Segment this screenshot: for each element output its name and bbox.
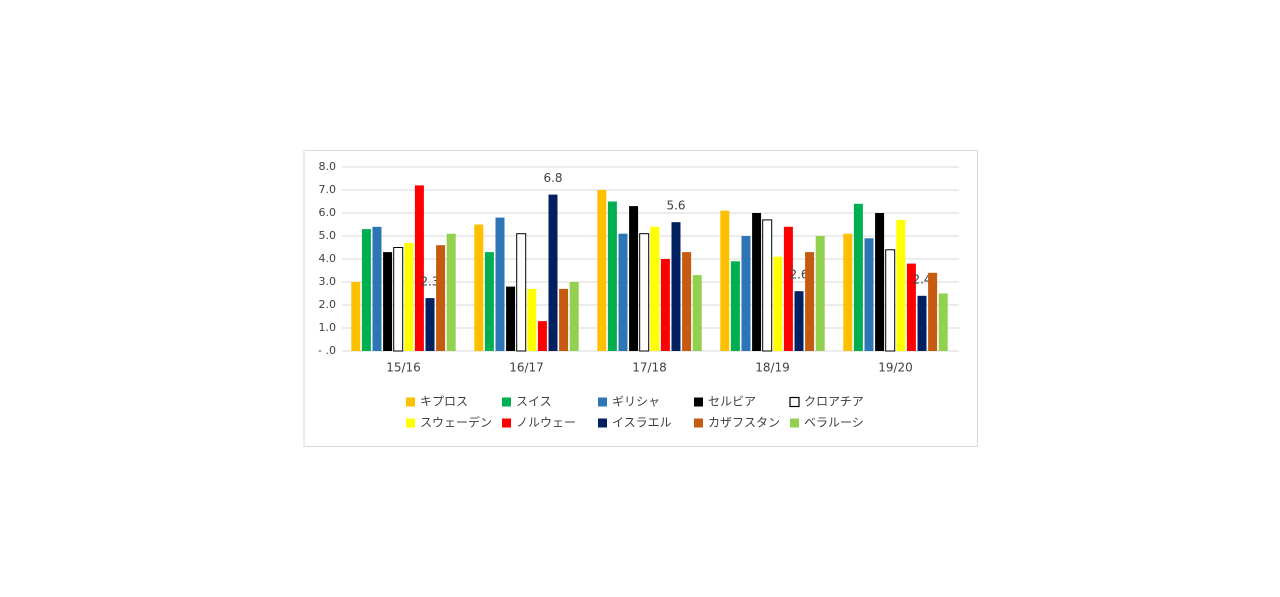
y-tick-label: 5.0 bbox=[319, 229, 337, 242]
legend-label: イスラエル bbox=[612, 416, 672, 430]
y-tick-label: 1.0 bbox=[319, 321, 337, 334]
bar bbox=[414, 185, 424, 351]
legend-swatch bbox=[406, 418, 415, 428]
bar bbox=[741, 236, 751, 351]
bar bbox=[372, 226, 382, 351]
data-label: 2.3 bbox=[420, 275, 439, 289]
bar bbox=[671, 222, 681, 351]
bar bbox=[404, 242, 414, 351]
bar bbox=[474, 224, 484, 351]
x-tick-label: 18/19 bbox=[755, 361, 790, 375]
bar bbox=[682, 252, 692, 351]
bar bbox=[843, 233, 853, 351]
bar bbox=[607, 201, 617, 351]
bar bbox=[527, 288, 537, 351]
bar bbox=[720, 210, 730, 351]
bar bbox=[730, 261, 740, 351]
legend-swatch bbox=[406, 397, 415, 407]
legend-label: ノルウェー bbox=[516, 416, 576, 430]
data-label: 2.6 bbox=[789, 268, 808, 282]
legend-label: ギリシャ bbox=[612, 395, 660, 409]
bar bbox=[805, 252, 815, 351]
y-tick-label: 4.0 bbox=[319, 252, 337, 265]
legend-swatch bbox=[694, 418, 703, 428]
bar bbox=[569, 282, 579, 351]
bar bbox=[393, 247, 404, 352]
bar bbox=[773, 256, 783, 351]
bar bbox=[906, 263, 916, 351]
legend-label: カザフスタン bbox=[708, 416, 780, 430]
x-tick-label: 15/16 bbox=[386, 361, 421, 375]
bar bbox=[559, 288, 569, 351]
bar bbox=[639, 233, 650, 352]
bar bbox=[495, 217, 505, 351]
bar bbox=[484, 252, 494, 351]
legend-label: スウェーデン bbox=[420, 415, 492, 430]
y-tick-label: 8.0 bbox=[319, 160, 337, 173]
bar bbox=[629, 206, 639, 351]
bar bbox=[896, 219, 906, 351]
bar bbox=[815, 236, 825, 351]
legend-label: クロアチア bbox=[804, 395, 864, 409]
data-label: 6.8 bbox=[543, 171, 562, 185]
bar bbox=[650, 226, 660, 351]
bar bbox=[618, 233, 628, 351]
bar bbox=[762, 219, 773, 352]
y-tick-label: - .0 bbox=[318, 344, 336, 357]
legend-swatch bbox=[790, 418, 799, 428]
bar bbox=[660, 259, 670, 351]
x-tick-label: 19/20 bbox=[878, 361, 913, 375]
bar bbox=[752, 213, 762, 351]
bar bbox=[516, 233, 527, 352]
bar bbox=[885, 249, 896, 352]
bar bbox=[853, 203, 863, 351]
legend-label: ベラルーシ bbox=[804, 416, 864, 430]
bar bbox=[794, 291, 804, 351]
bar bbox=[361, 229, 371, 351]
bar bbox=[425, 298, 435, 351]
legend-swatch bbox=[502, 418, 511, 428]
x-tick-label: 16/17 bbox=[509, 361, 544, 375]
bar bbox=[938, 293, 948, 351]
legend-label: スイス bbox=[516, 395, 552, 409]
bar bbox=[917, 295, 927, 351]
bar bbox=[875, 213, 885, 351]
legend-label: セルビア bbox=[708, 395, 756, 409]
bar bbox=[351, 282, 361, 351]
legend-label: キプロス bbox=[420, 395, 468, 409]
y-tick-label: 6.0 bbox=[319, 206, 337, 219]
x-tick-label: 17/18 bbox=[632, 361, 667, 375]
legend-swatch bbox=[694, 397, 703, 407]
legend-swatch bbox=[502, 397, 511, 407]
bar bbox=[446, 233, 456, 351]
bar bbox=[436, 245, 446, 351]
bar bbox=[783, 226, 793, 351]
bar bbox=[537, 321, 547, 351]
bar bbox=[864, 238, 874, 351]
bar bbox=[506, 286, 516, 351]
bar bbox=[928, 272, 938, 351]
y-tick-label: 7.0 bbox=[319, 183, 337, 196]
bar bbox=[548, 194, 558, 351]
legend-swatch bbox=[598, 418, 607, 428]
bar bbox=[692, 275, 702, 351]
bar bbox=[597, 190, 607, 351]
bar bbox=[383, 252, 393, 351]
y-tick-label: 2.0 bbox=[319, 298, 337, 311]
legend-swatch bbox=[789, 396, 800, 408]
legend-swatch bbox=[598, 397, 607, 407]
y-tick-label: 3.0 bbox=[319, 275, 337, 288]
data-label: 5.6 bbox=[666, 199, 685, 213]
data-label: 2.4 bbox=[912, 272, 931, 286]
